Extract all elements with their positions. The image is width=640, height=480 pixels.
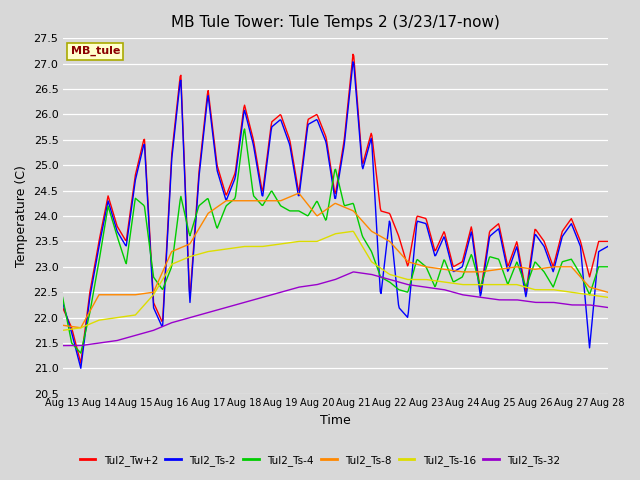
Tul2_Tw+2 [403, 261, 411, 266]
Tul2_Ts-32 [125, 335, 132, 340]
Tul2_Ts-2 [125, 221, 133, 227]
Tul2_Ts-8 [294, 191, 302, 196]
Tul2_Tw+2 [68, 328, 76, 334]
Line: Tul2_Ts-16: Tul2_Ts-16 [63, 231, 608, 330]
Tul2_Ts-4 [403, 289, 411, 295]
Tul2_Ts-4 [604, 264, 612, 270]
Legend: Tul2_Tw+2, Tul2_Ts-2, Tul2_Ts-4, Tul2_Ts-8, Tul2_Ts-16, Tul2_Ts-32: Tul2_Tw+2, Tul2_Ts-2, Tul2_Ts-4, Tul2_Ts… [76, 451, 564, 470]
Tul2_Ts-16 [68, 326, 76, 332]
Line: Tul2_Tw+2: Tul2_Tw+2 [63, 54, 608, 363]
Tul2_Ts-4 [125, 239, 133, 244]
Tul2_Tw+2 [419, 215, 427, 220]
Tul2_Ts-4 [59, 294, 67, 300]
Tul2_Ts-16 [349, 228, 357, 234]
Line: Tul2_Ts-32: Tul2_Ts-32 [63, 272, 608, 346]
Tul2_Ts-16 [180, 256, 188, 262]
Tul2_Ts-4 [419, 261, 427, 267]
Y-axis label: Temperature (C): Temperature (C) [15, 165, 28, 267]
Tul2_Ts-8 [210, 207, 218, 213]
Tul2_Ts-2 [349, 59, 357, 65]
Tul2_Ts-32 [209, 308, 216, 314]
Tul2_Ts-4 [181, 211, 189, 216]
Line: Tul2_Ts-2: Tul2_Ts-2 [63, 62, 608, 368]
Tul2_Ts-4 [77, 350, 84, 356]
Tul2_Ts-32 [180, 316, 188, 322]
Tul2_Ts-32 [418, 284, 426, 289]
Tul2_Ts-32 [68, 343, 76, 348]
Tul2_Ts-2 [419, 220, 427, 226]
Line: Tul2_Ts-4: Tul2_Ts-4 [63, 129, 608, 353]
Tul2_Ts-4 [210, 214, 218, 219]
Tul2_Ts-2 [181, 173, 189, 179]
Tul2_Tw+2 [349, 51, 357, 57]
Tul2_Ts-8 [419, 263, 427, 269]
Tul2_Ts-32 [604, 305, 612, 311]
Tul2_Ts-8 [68, 324, 76, 330]
Tul2_Ts-2 [77, 365, 84, 371]
Tul2_Ts-2 [210, 137, 218, 143]
Tul2_Ts-4 [241, 126, 248, 132]
Tul2_Ts-16 [209, 248, 216, 254]
Tul2_Ts-8 [77, 325, 84, 331]
Tul2_Ts-2 [59, 300, 67, 305]
Tul2_Ts-32 [402, 281, 410, 287]
Tul2_Tw+2 [181, 168, 189, 174]
Tul2_Tw+2 [77, 360, 84, 366]
Tul2_Ts-16 [59, 327, 67, 333]
Title: MB Tule Tower: Tule Temps 2 (3/23/17-now): MB Tule Tower: Tule Temps 2 (3/23/17-now… [171, 15, 500, 30]
Tul2_Ts-16 [604, 294, 612, 300]
Tul2_Ts-8 [59, 323, 67, 328]
Tul2_Tw+2 [210, 132, 218, 138]
Tul2_Tw+2 [59, 305, 67, 311]
Tul2_Ts-4 [68, 341, 76, 347]
Tul2_Ts-8 [403, 258, 411, 264]
Tul2_Tw+2 [125, 216, 133, 222]
X-axis label: Time: Time [320, 414, 351, 427]
Tul2_Ts-2 [604, 244, 612, 250]
Tul2_Ts-16 [125, 313, 132, 319]
Text: MB_tule: MB_tule [71, 46, 120, 56]
Tul2_Ts-8 [604, 289, 612, 295]
Tul2_Ts-16 [418, 276, 426, 282]
Line: Tul2_Ts-8: Tul2_Ts-8 [63, 193, 608, 328]
Tul2_Ts-8 [125, 292, 133, 298]
Tul2_Ts-32 [350, 269, 358, 275]
Tul2_Tw+2 [604, 239, 612, 244]
Tul2_Ts-8 [181, 243, 189, 249]
Tul2_Ts-32 [59, 343, 67, 348]
Tul2_Ts-2 [68, 333, 76, 339]
Tul2_Ts-16 [402, 276, 410, 282]
Tul2_Ts-2 [403, 313, 411, 319]
